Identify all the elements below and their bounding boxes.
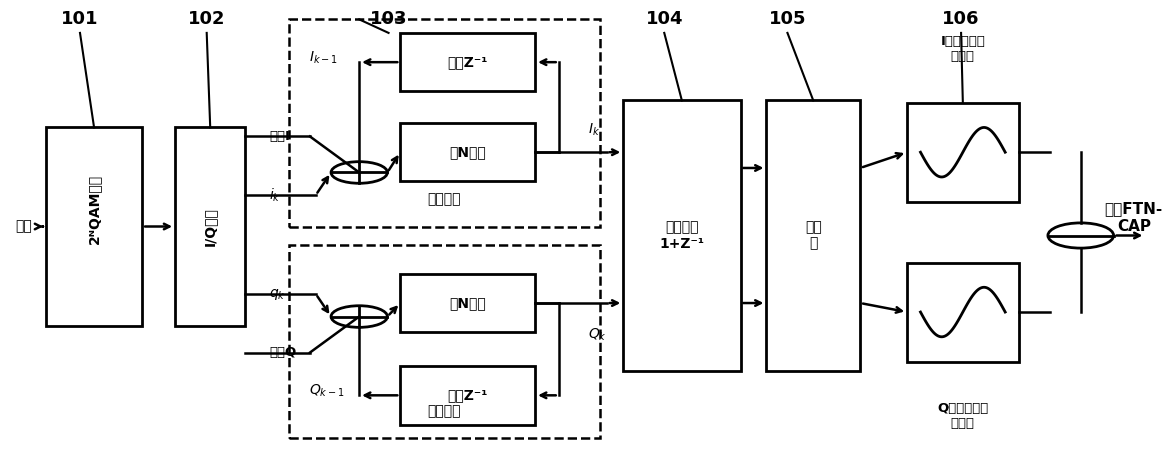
Text: 103: 103 [369,10,407,29]
Text: I路同向成型
滤波器: I路同向成型 滤波器 [941,35,985,63]
Text: $i_k$: $i_k$ [269,186,281,204]
Text: 2ᴺQAM映射: 2ᴺQAM映射 [87,173,101,244]
FancyBboxPatch shape [400,123,535,182]
Text: 延迟相加
1+Z⁻¹: 延迟相加 1+Z⁻¹ [660,221,704,251]
FancyBboxPatch shape [767,101,860,371]
Text: $I_k$: $I_k$ [588,121,600,138]
Text: Q路同向成型
滤波器: Q路同向成型 滤波器 [937,402,989,429]
Text: 生成FTN-
CAP: 生成FTN- CAP [1104,201,1163,234]
Text: I/Q分离: I/Q分离 [203,207,218,246]
FancyBboxPatch shape [907,103,1018,202]
Text: 取N模数: 取N模数 [449,296,486,310]
Text: $Q_k$: $Q_k$ [588,326,607,343]
FancyBboxPatch shape [46,127,142,326]
FancyBboxPatch shape [400,33,535,92]
Text: 105: 105 [769,10,807,29]
Text: 102: 102 [188,10,226,29]
Text: 取N模数: 取N模数 [449,145,486,159]
FancyBboxPatch shape [907,263,1018,361]
FancyBboxPatch shape [175,127,246,326]
Text: 实部I: 实部I [269,130,289,143]
Text: 104: 104 [646,10,683,29]
Text: 101: 101 [61,10,99,29]
Text: 差分编码: 差分编码 [428,193,461,207]
Text: 延迟Z⁻¹: 延迟Z⁻¹ [448,55,488,69]
Text: $q_k$: $q_k$ [269,287,286,302]
Text: 差分编码: 差分编码 [428,404,461,418]
FancyBboxPatch shape [400,274,535,333]
FancyBboxPatch shape [400,366,535,424]
Text: $I_{k-1}$: $I_{k-1}$ [309,49,338,66]
Text: 延迟Z⁻¹: 延迟Z⁻¹ [448,388,488,402]
Text: 虚部Q: 虚部Q [269,346,296,359]
Text: 数据: 数据 [15,220,32,233]
Text: $Q_{k-1}$: $Q_{k-1}$ [309,383,345,399]
Text: 106: 106 [942,10,980,29]
Text: 上采
样: 上采 样 [804,221,822,251]
FancyBboxPatch shape [623,101,741,371]
